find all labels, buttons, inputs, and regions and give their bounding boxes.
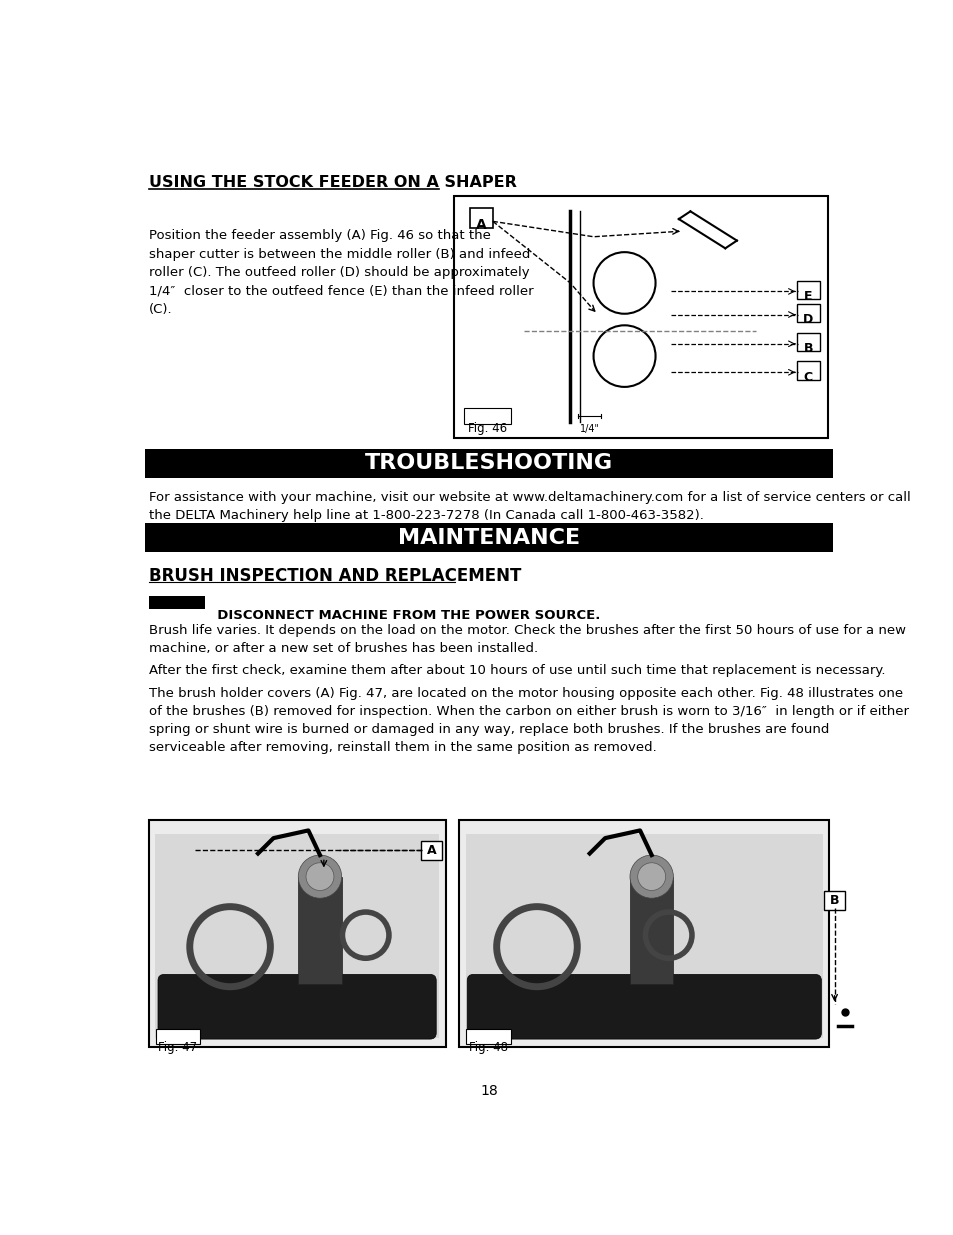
Text: BRUSH INSPECTION AND REPLACEMENT: BRUSH INSPECTION AND REPLACEMENT bbox=[149, 567, 520, 585]
FancyBboxPatch shape bbox=[466, 1029, 510, 1044]
FancyBboxPatch shape bbox=[822, 892, 844, 910]
Circle shape bbox=[306, 863, 334, 890]
Text: C: C bbox=[802, 370, 812, 384]
FancyBboxPatch shape bbox=[158, 974, 436, 1039]
Text: 18: 18 bbox=[479, 1084, 497, 1098]
Text: D: D bbox=[802, 312, 813, 326]
FancyBboxPatch shape bbox=[796, 362, 819, 380]
Text: After the first check, examine them after about 10 hours of use until such time : After the first check, examine them afte… bbox=[149, 664, 884, 677]
FancyBboxPatch shape bbox=[796, 304, 819, 322]
Bar bbox=[154, 834, 439, 1037]
Bar bbox=[298, 877, 341, 984]
Text: MAINTENANCE: MAINTENANCE bbox=[397, 527, 579, 548]
Text: USING THE STOCK FEEDER ON A SHAPER: USING THE STOCK FEEDER ON A SHAPER bbox=[149, 175, 516, 190]
Circle shape bbox=[629, 855, 673, 898]
Text: Fig. 46: Fig. 46 bbox=[467, 421, 506, 435]
Text: A: A bbox=[476, 219, 486, 232]
Text: 1/4": 1/4" bbox=[579, 424, 599, 433]
Bar bbox=[459, 820, 828, 1047]
Text: A: A bbox=[426, 844, 436, 857]
Bar bbox=[149, 820, 445, 1047]
Bar bbox=[145, 524, 832, 552]
FancyBboxPatch shape bbox=[464, 409, 510, 424]
Bar bbox=[454, 196, 827, 438]
Bar bbox=[465, 834, 822, 1037]
Text: Position the feeder assembly (A) Fig. 46 so that the
shaper cutter is between th: Position the feeder assembly (A) Fig. 46… bbox=[149, 228, 533, 316]
FancyBboxPatch shape bbox=[796, 333, 819, 352]
Text: B: B bbox=[802, 342, 812, 356]
Text: Fig. 47: Fig. 47 bbox=[157, 1041, 196, 1055]
FancyBboxPatch shape bbox=[155, 1029, 199, 1044]
Text: Brush life varies. It depends on the load on the motor. Check the brushes after : Brush life varies. It depends on the loa… bbox=[149, 624, 904, 655]
Text: DISCONNECT MACHINE FROM THE POWER SOURCE.: DISCONNECT MACHINE FROM THE POWER SOURCE… bbox=[208, 609, 600, 621]
Text: TROUBLESHOOTING: TROUBLESHOOTING bbox=[364, 453, 613, 473]
Text: The brush holder covers (A) Fig. 47, are located on the motor housing opposite e: The brush holder covers (A) Fig. 47, are… bbox=[149, 687, 908, 755]
Bar bbox=[145, 448, 832, 478]
FancyBboxPatch shape bbox=[796, 280, 819, 299]
FancyBboxPatch shape bbox=[469, 209, 493, 228]
Circle shape bbox=[637, 863, 665, 890]
Text: Fig. 48: Fig. 48 bbox=[468, 1041, 507, 1055]
Circle shape bbox=[298, 855, 341, 898]
Bar bbox=[149, 597, 204, 609]
FancyBboxPatch shape bbox=[420, 841, 442, 860]
FancyBboxPatch shape bbox=[467, 974, 821, 1039]
Text: ⚠WARNING: ⚠WARNING bbox=[151, 609, 217, 619]
Bar bbox=[629, 877, 673, 984]
Text: For assistance with your machine, visit our website at www.deltamachinery.com fo: For assistance with your machine, visit … bbox=[149, 490, 909, 522]
Text: E: E bbox=[803, 290, 812, 303]
Text: B: B bbox=[829, 894, 839, 906]
